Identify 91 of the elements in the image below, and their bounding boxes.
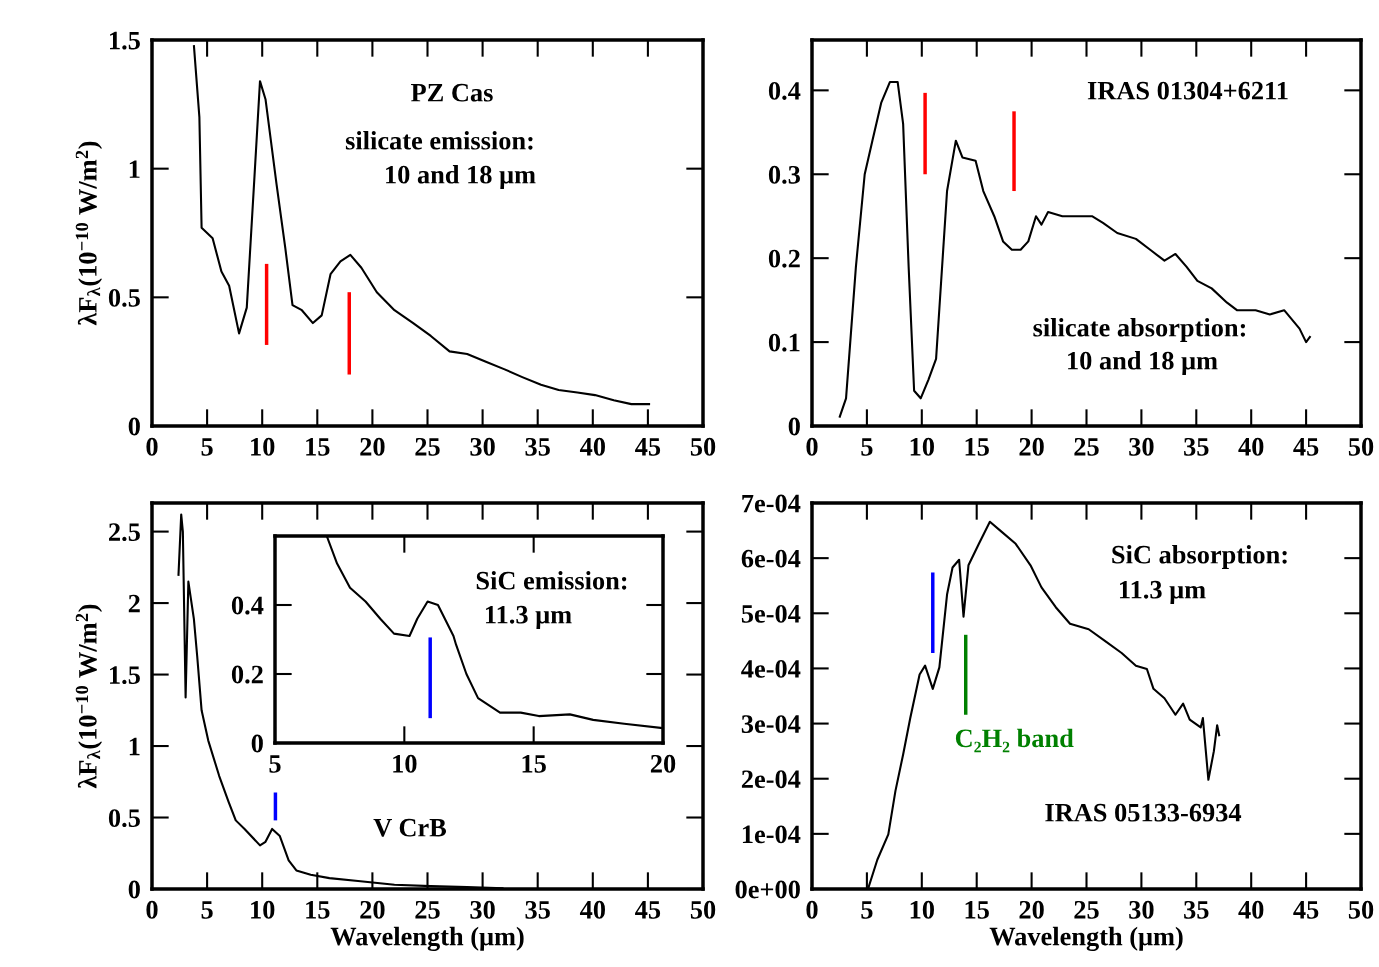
annotation: 10 and 18 μm xyxy=(1068,351,1218,375)
x-tick-label: 20 xyxy=(1019,900,1044,919)
x-tick-label: 5 xyxy=(269,755,281,773)
x-tick-label: 15 xyxy=(965,901,989,919)
annotation: SiC absorption: xyxy=(1112,545,1287,569)
y-tick-label: 1e-04 xyxy=(742,825,801,844)
annotation: IRAS 05133-6934 xyxy=(1045,803,1242,822)
x-tick-label: 35 xyxy=(525,437,550,456)
x-tick-label: 35 xyxy=(525,900,550,919)
x-tick-label: 40 xyxy=(1238,437,1264,456)
x-tick-label: 45 xyxy=(635,438,661,456)
x-tick-label: 20 xyxy=(360,900,385,919)
y-tick-label: 0 xyxy=(128,880,140,899)
annotation: SiC emission: xyxy=(476,571,627,590)
x-tick-label: 25 xyxy=(415,900,440,919)
x-tick-label: 30 xyxy=(470,437,495,456)
x-tick-label: 5 xyxy=(201,901,213,919)
x-tick-label: 15 xyxy=(965,438,989,456)
x-tick-label: 40 xyxy=(1238,900,1264,919)
x-tick-label: 40 xyxy=(579,900,605,919)
x-axis-title: Wavelength (μm) xyxy=(330,926,524,951)
x-tick-label: 50 xyxy=(690,900,716,919)
x-tick-label: 25 xyxy=(1074,900,1099,919)
y-tick-label: 1.5 xyxy=(110,666,140,685)
annotation: PZ Cas xyxy=(411,83,493,102)
y-tick-label: 4e-04 xyxy=(741,660,801,678)
y-tick-label: 1 xyxy=(129,737,140,756)
x-tick-label: 30 xyxy=(470,900,495,919)
x-tick-label: 50 xyxy=(1348,437,1374,456)
x-tick-label: 50 xyxy=(1348,900,1374,919)
y-tick-label: 2e-04 xyxy=(741,770,801,789)
annotation: silicate emission: xyxy=(345,131,533,150)
annotation: 10 and 18 μm xyxy=(386,165,536,189)
y-tick-label: 5e-04 xyxy=(741,604,801,623)
y-tick-label: 6e-04 xyxy=(741,549,801,568)
y-tick-label: 1.5 xyxy=(110,31,140,50)
y-axis-title: λF$_{λ}$(10$^{−10}$ W/m$^{2}$) xyxy=(75,141,103,326)
y-tick-label: 7e-04 xyxy=(742,494,801,513)
annotation: 11.3 μm xyxy=(485,605,572,629)
x-tick-label: 10 xyxy=(910,437,934,456)
y-tick-label: 0 xyxy=(128,417,140,436)
x-tick-label: 35 xyxy=(1184,437,1209,456)
x-tick-label: 20 xyxy=(650,754,676,773)
x-tick-label: 15 xyxy=(522,755,546,773)
x-tick-label: 30 xyxy=(1129,900,1154,919)
x-tick-label: 45 xyxy=(1293,438,1319,456)
x-tick-label: 10 xyxy=(251,437,275,456)
x-tick-label: 35 xyxy=(1184,900,1209,919)
x-tick-label: 50 xyxy=(690,437,716,456)
y-axis-title: λF$_{λ}$(10$^{−10}$ W/m$^{2}$) xyxy=(75,604,103,789)
y-tick-label: 0.5 xyxy=(108,288,140,307)
x-tick-label: 15 xyxy=(306,438,330,456)
annotation: V CrB xyxy=(373,818,447,837)
x-tick-label: 15 xyxy=(306,901,330,919)
x-tick-label: 0 xyxy=(806,437,818,456)
y-tick-label: 0.1 xyxy=(768,333,800,352)
x-tick-label: 20 xyxy=(1019,437,1044,456)
x-tick-label: 10 xyxy=(393,754,417,773)
annotation: 11.3 μm xyxy=(1119,580,1206,604)
x-tick-label: 5 xyxy=(201,438,213,456)
x-tick-label: 5 xyxy=(861,438,873,456)
y-tick-label: 0 xyxy=(788,417,800,436)
x-tick-label: 45 xyxy=(1293,901,1319,919)
y-tick-label: 0.2 xyxy=(768,249,800,268)
y-tick-label: 0.4 xyxy=(231,596,264,615)
y-tick-label: 1 xyxy=(129,160,140,178)
y-tick-label: 0 xyxy=(251,734,263,753)
y-tick-label: 2.5 xyxy=(109,523,140,542)
series-label: C₂H₂ band xyxy=(955,728,1074,753)
y-tick-label: 0.3 xyxy=(768,165,800,184)
x-axis-title: Wavelength (μm) xyxy=(989,926,1183,951)
y-tick-label: 3e-04 xyxy=(741,715,801,733)
x-tick-label: 25 xyxy=(415,437,440,456)
x-tick-label: 5 xyxy=(861,901,873,919)
x-tick-label: 0 xyxy=(146,437,158,456)
x-tick-label: 40 xyxy=(579,437,605,456)
y-tick-label: 0e+00 xyxy=(735,880,800,899)
annotation: silicate absorption: xyxy=(1033,318,1246,342)
x-tick-label: 45 xyxy=(635,901,661,919)
x-tick-label: 25 xyxy=(1074,437,1099,456)
x-tick-label: 10 xyxy=(251,900,275,919)
y-tick-label: 0.5 xyxy=(108,809,140,828)
y-tick-label: 2 xyxy=(128,594,140,613)
y-tick-label: 0.4 xyxy=(768,81,801,100)
x-tick-label: 30 xyxy=(1129,437,1154,456)
x-tick-label: 10 xyxy=(910,900,934,919)
annotation: IRAS 01304+6211 xyxy=(1087,81,1288,100)
x-tick-label: 0 xyxy=(146,900,158,919)
x-tick-label: 0 xyxy=(806,900,818,919)
x-tick-label: 20 xyxy=(360,437,385,456)
y-tick-label: 0.2 xyxy=(231,665,263,684)
